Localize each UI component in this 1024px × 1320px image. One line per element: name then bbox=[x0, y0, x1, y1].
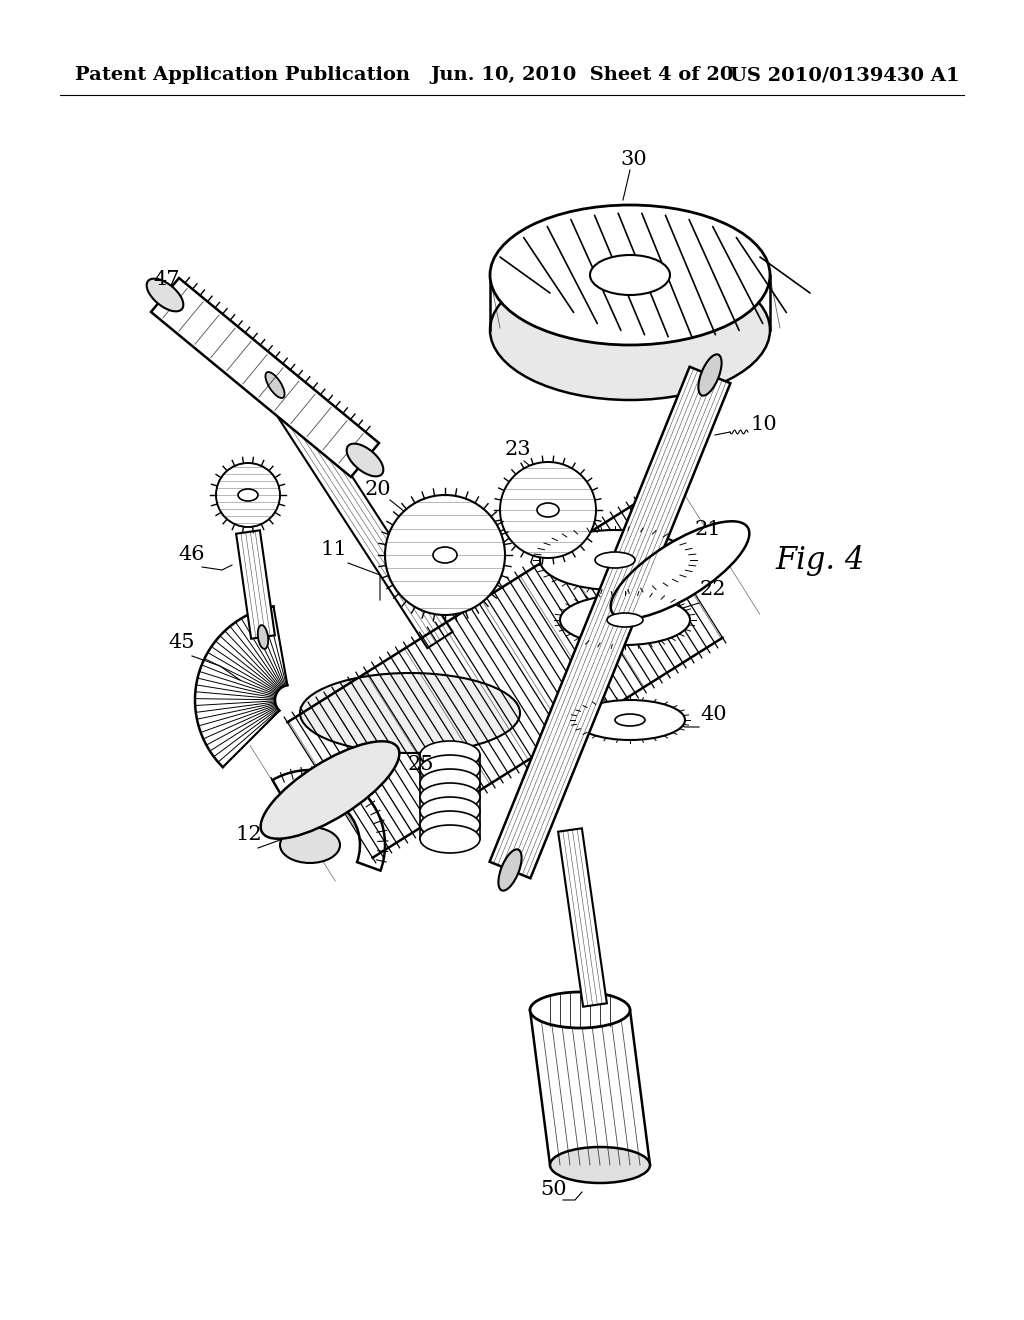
Ellipse shape bbox=[420, 810, 480, 840]
Polygon shape bbox=[151, 279, 379, 477]
Text: 30: 30 bbox=[620, 150, 647, 169]
Ellipse shape bbox=[698, 354, 722, 396]
Ellipse shape bbox=[280, 828, 340, 863]
Circle shape bbox=[500, 462, 596, 558]
Polygon shape bbox=[262, 376, 453, 648]
Ellipse shape bbox=[347, 444, 383, 477]
Ellipse shape bbox=[610, 521, 750, 619]
Ellipse shape bbox=[540, 531, 690, 590]
Circle shape bbox=[216, 463, 280, 527]
Ellipse shape bbox=[261, 742, 399, 838]
Text: Patent Application Publication: Patent Application Publication bbox=[75, 66, 410, 84]
Text: 23: 23 bbox=[505, 440, 531, 459]
Ellipse shape bbox=[595, 552, 635, 568]
Ellipse shape bbox=[433, 546, 457, 564]
Polygon shape bbox=[558, 829, 607, 1007]
Polygon shape bbox=[489, 367, 730, 878]
Ellipse shape bbox=[499, 849, 521, 891]
Text: 21: 21 bbox=[695, 520, 722, 539]
Ellipse shape bbox=[615, 714, 645, 726]
Ellipse shape bbox=[265, 372, 285, 399]
Ellipse shape bbox=[490, 260, 770, 400]
Ellipse shape bbox=[238, 488, 258, 502]
Text: 12: 12 bbox=[234, 825, 261, 843]
Ellipse shape bbox=[607, 612, 643, 627]
Text: 11: 11 bbox=[319, 540, 347, 558]
Ellipse shape bbox=[530, 993, 630, 1028]
Ellipse shape bbox=[560, 595, 690, 645]
Wedge shape bbox=[272, 770, 385, 871]
Text: Fig. 4: Fig. 4 bbox=[775, 544, 864, 576]
Ellipse shape bbox=[490, 205, 770, 345]
Ellipse shape bbox=[420, 741, 480, 770]
Ellipse shape bbox=[146, 279, 183, 312]
Text: 45: 45 bbox=[168, 634, 195, 652]
Ellipse shape bbox=[258, 626, 268, 649]
Text: 10: 10 bbox=[750, 414, 777, 434]
Ellipse shape bbox=[550, 1147, 650, 1183]
Ellipse shape bbox=[537, 503, 559, 517]
Ellipse shape bbox=[420, 755, 480, 783]
Polygon shape bbox=[237, 531, 274, 639]
Text: 22: 22 bbox=[700, 579, 726, 599]
Ellipse shape bbox=[420, 770, 480, 797]
Text: 25: 25 bbox=[408, 755, 434, 774]
Ellipse shape bbox=[575, 700, 685, 741]
Circle shape bbox=[385, 495, 505, 615]
Ellipse shape bbox=[300, 673, 520, 752]
Text: 47: 47 bbox=[153, 271, 179, 289]
Text: Jun. 10, 2010  Sheet 4 of 20: Jun. 10, 2010 Sheet 4 of 20 bbox=[430, 66, 733, 84]
Text: 50: 50 bbox=[540, 1180, 566, 1199]
Text: US 2010/0139430 A1: US 2010/0139430 A1 bbox=[730, 66, 961, 84]
Ellipse shape bbox=[420, 797, 480, 825]
Ellipse shape bbox=[420, 825, 480, 853]
Text: 40: 40 bbox=[700, 705, 727, 723]
Text: 46: 46 bbox=[178, 545, 205, 564]
Text: 20: 20 bbox=[365, 480, 391, 499]
Ellipse shape bbox=[420, 783, 480, 810]
Ellipse shape bbox=[590, 255, 670, 294]
